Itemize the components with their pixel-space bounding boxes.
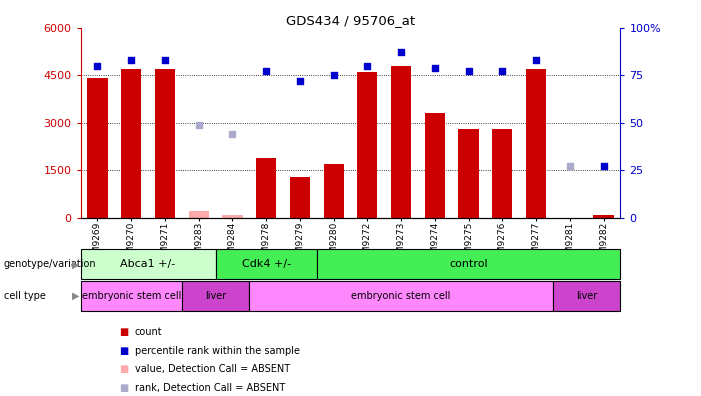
Bar [155, 69, 175, 218]
Bar [222, 215, 243, 218]
Bar [425, 113, 445, 218]
Text: Abca1 +/-: Abca1 +/- [121, 259, 176, 269]
Text: liver: liver [205, 291, 226, 301]
Text: ▶: ▶ [72, 291, 79, 301]
Text: Cdk4 +/-: Cdk4 +/- [242, 259, 291, 269]
Bar [526, 69, 546, 218]
Point [125, 57, 137, 63]
Bar [88, 78, 108, 218]
Point [564, 163, 576, 169]
Text: liver: liver [576, 291, 597, 301]
Text: genotype/variation: genotype/variation [4, 259, 96, 269]
Point [497, 68, 508, 74]
Point [463, 68, 474, 74]
Bar [324, 164, 343, 218]
Text: ■: ■ [119, 327, 128, 337]
Point [227, 131, 238, 137]
Text: embryonic stem cell: embryonic stem cell [351, 291, 451, 301]
Bar [121, 69, 142, 218]
Bar [189, 211, 209, 218]
Bar [290, 177, 310, 218]
Point [429, 65, 440, 71]
Bar [317, 249, 620, 279]
Point [294, 78, 306, 84]
Point [328, 72, 339, 78]
Text: rank, Detection Call = ABSENT: rank, Detection Call = ABSENT [135, 383, 285, 393]
Point [531, 57, 542, 63]
Bar [81, 281, 182, 311]
Bar [81, 249, 216, 279]
Text: cell type: cell type [4, 291, 46, 301]
Bar [250, 281, 553, 311]
Point [193, 122, 204, 128]
Point [362, 63, 373, 69]
Text: ▶: ▶ [72, 259, 79, 269]
Bar [391, 66, 411, 218]
Bar [593, 215, 613, 218]
Point [92, 63, 103, 69]
Bar [216, 249, 317, 279]
Bar [553, 281, 620, 311]
Text: control: control [449, 259, 488, 269]
Point [261, 68, 272, 74]
Point [598, 163, 609, 169]
Text: ■: ■ [119, 364, 128, 375]
Bar [256, 158, 276, 218]
Bar [492, 129, 512, 218]
Text: value, Detection Call = ABSENT: value, Detection Call = ABSENT [135, 364, 290, 375]
Point [159, 57, 170, 63]
Bar [182, 281, 250, 311]
Point [395, 49, 407, 55]
Text: ■: ■ [119, 383, 128, 393]
Title: GDS434 / 95706_at: GDS434 / 95706_at [286, 13, 415, 27]
Text: embryonic stem cell: embryonic stem cell [81, 291, 181, 301]
Text: ■: ■ [119, 346, 128, 356]
Bar [358, 72, 378, 218]
Bar [458, 129, 479, 218]
Text: percentile rank within the sample: percentile rank within the sample [135, 346, 299, 356]
Text: count: count [135, 327, 162, 337]
